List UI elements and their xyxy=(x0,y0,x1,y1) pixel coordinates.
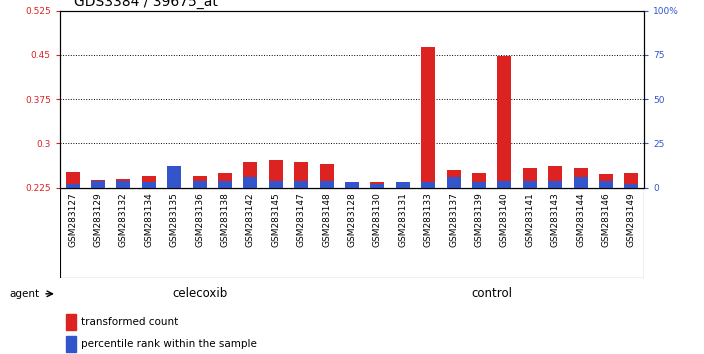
Text: GSM283127: GSM283127 xyxy=(68,192,77,247)
Bar xyxy=(142,176,156,188)
Bar xyxy=(421,47,435,188)
Bar xyxy=(60,188,644,278)
Text: GSM283143: GSM283143 xyxy=(551,192,560,247)
Bar xyxy=(91,181,105,188)
Text: transformed count: transformed count xyxy=(81,317,178,327)
Bar xyxy=(65,314,76,330)
Bar xyxy=(446,170,460,188)
Text: GSM283132: GSM283132 xyxy=(119,192,128,247)
Text: GSM283131: GSM283131 xyxy=(398,192,408,247)
Bar xyxy=(65,184,80,188)
Text: GSM283141: GSM283141 xyxy=(525,192,534,247)
Bar xyxy=(193,181,206,188)
Bar xyxy=(574,177,588,188)
Bar xyxy=(193,176,206,188)
Bar xyxy=(65,172,80,188)
Bar xyxy=(446,177,460,188)
Text: GSM283144: GSM283144 xyxy=(576,192,585,247)
Bar xyxy=(294,162,308,188)
Text: GSM283145: GSM283145 xyxy=(271,192,280,247)
Bar xyxy=(548,181,562,188)
Bar xyxy=(218,181,232,188)
Bar xyxy=(345,182,359,188)
Bar xyxy=(498,56,511,188)
Bar xyxy=(421,182,435,188)
Bar xyxy=(91,180,105,188)
Bar xyxy=(624,173,639,188)
Bar xyxy=(269,160,283,188)
Bar xyxy=(574,168,588,188)
Bar xyxy=(218,173,232,188)
Text: GSM283136: GSM283136 xyxy=(195,192,204,247)
Bar xyxy=(269,181,283,188)
Bar xyxy=(167,166,181,188)
Text: celecoxib: celecoxib xyxy=(172,287,227,300)
Text: GSM283148: GSM283148 xyxy=(322,192,331,247)
Text: GSM283137: GSM283137 xyxy=(449,192,458,247)
Text: agent: agent xyxy=(9,289,39,299)
Bar xyxy=(345,183,359,188)
Bar xyxy=(65,336,76,352)
Text: GSM283149: GSM283149 xyxy=(627,192,636,247)
Text: GSM283146: GSM283146 xyxy=(601,192,610,247)
Bar xyxy=(548,166,562,188)
Text: control: control xyxy=(471,287,513,300)
Bar xyxy=(396,182,410,188)
Text: GSM283142: GSM283142 xyxy=(246,192,255,247)
Bar xyxy=(370,184,384,188)
Bar xyxy=(116,179,130,188)
Bar xyxy=(294,181,308,188)
Bar xyxy=(320,181,334,188)
Bar xyxy=(498,181,511,188)
Text: GSM283138: GSM283138 xyxy=(220,192,230,247)
Text: GSM283134: GSM283134 xyxy=(144,192,153,247)
Bar xyxy=(599,174,613,188)
Text: GSM283140: GSM283140 xyxy=(500,192,509,247)
Bar xyxy=(167,182,181,188)
Bar xyxy=(472,182,486,188)
Text: GSM283135: GSM283135 xyxy=(170,192,179,247)
Text: percentile rank within the sample: percentile rank within the sample xyxy=(81,339,257,349)
Bar xyxy=(396,183,410,188)
Text: GSM283130: GSM283130 xyxy=(373,192,382,247)
Bar xyxy=(116,181,130,188)
Text: GDS3384 / 39675_at: GDS3384 / 39675_at xyxy=(74,0,218,9)
Bar xyxy=(523,181,537,188)
Bar xyxy=(142,182,156,188)
Bar xyxy=(624,184,639,188)
Text: GSM283147: GSM283147 xyxy=(296,192,306,247)
Bar xyxy=(370,182,384,188)
Text: GSM283133: GSM283133 xyxy=(424,192,433,247)
Text: GSM283129: GSM283129 xyxy=(94,192,103,247)
Text: GSM283139: GSM283139 xyxy=(474,192,484,247)
Text: GSM283128: GSM283128 xyxy=(348,192,356,247)
Bar xyxy=(244,162,258,188)
Bar xyxy=(523,168,537,188)
Bar xyxy=(320,164,334,188)
Bar xyxy=(599,181,613,188)
Bar xyxy=(472,173,486,188)
Bar xyxy=(244,177,258,188)
